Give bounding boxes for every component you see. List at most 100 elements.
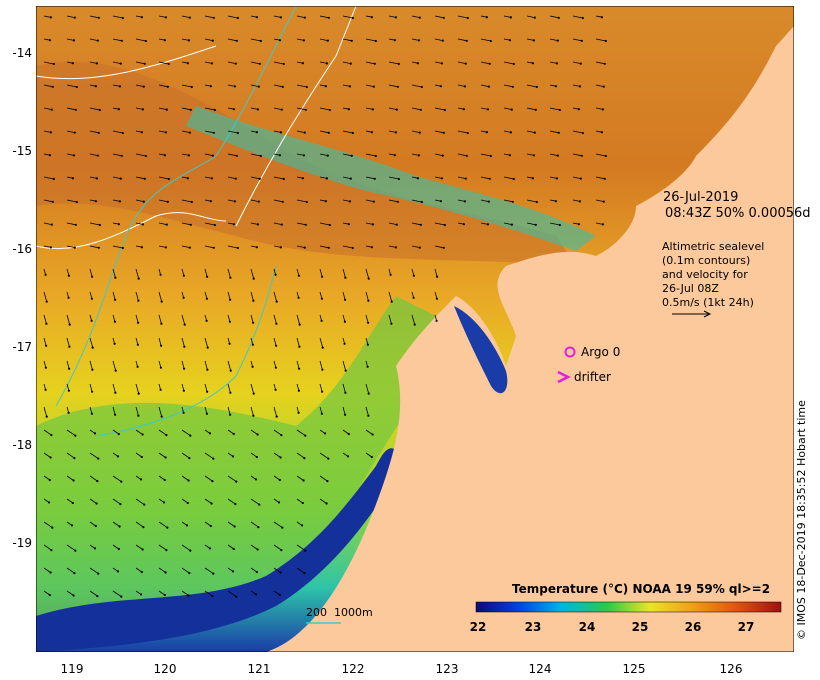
velocity-vector (43, 452, 51, 458)
velocity-vector-head (489, 39, 492, 43)
velocity-vector-head (280, 549, 283, 552)
velocity-vector (296, 222, 306, 226)
velocity-vector (503, 199, 513, 203)
velocity-vector-head (350, 154, 353, 157)
velocity-vector (181, 383, 185, 391)
velocity-vector (250, 429, 258, 435)
velocity-vector-head (577, 108, 581, 111)
velocity-vector (43, 337, 47, 346)
velocity-vector-head (279, 246, 282, 249)
velocity-vector-head (254, 593, 258, 596)
velocity-vector-head (190, 85, 193, 89)
velocity-vector-head (117, 108, 120, 111)
velocity-vector-head (511, 85, 514, 88)
velocity-vector-head (487, 200, 490, 203)
velocity-vector-head (327, 16, 330, 19)
velocity-vector (227, 245, 238, 249)
velocity-vector-head (370, 455, 373, 459)
velocity-vector-head (258, 503, 261, 506)
colorbar-title: Temperature (°C) NOAA 19 59% ql>=2 (512, 582, 771, 596)
velocity-vector-head (91, 275, 94, 278)
velocity-vector-head (366, 365, 369, 368)
velocity-vector-head (44, 366, 47, 369)
velocity-vector-head (91, 390, 94, 393)
velocity-vector-head (189, 434, 192, 437)
velocity-vector (181, 84, 192, 88)
velocity-vector-head (206, 368, 209, 371)
velocity-vector (595, 153, 606, 157)
velocity-vector-head (258, 177, 261, 180)
velocity-vector-head (347, 223, 350, 226)
velocity-vector-head (531, 177, 534, 180)
velocity-vector (572, 84, 580, 87)
velocity-vector-head (206, 346, 209, 349)
velocity-vector (434, 268, 438, 277)
velocity-vector (273, 406, 278, 417)
velocity-vector (43, 107, 52, 110)
velocity-vector-head (73, 16, 76, 19)
velocity-vector-head (183, 345, 186, 348)
velocity-vector (66, 153, 74, 156)
velocity-vector-head (94, 85, 97, 88)
lat-tick: -18 (12, 438, 32, 452)
velocity-vector-head (73, 246, 76, 249)
velocity-vector (526, 153, 534, 156)
velocity-vector-head (419, 223, 422, 226)
velocity-vector-head (297, 389, 300, 392)
velocity-vector (89, 521, 97, 527)
velocity-vector (296, 337, 300, 347)
velocity-vector-head (256, 108, 259, 111)
velocity-vector (112, 199, 120, 202)
velocity-vector (342, 291, 346, 300)
velocity-vector-head (488, 177, 491, 180)
velocity-vector (388, 245, 396, 248)
velocity-vector-head (489, 154, 492, 158)
velocity-vector-head (187, 594, 190, 597)
velocity-vector (158, 406, 163, 417)
velocity-vector (204, 567, 214, 574)
velocity-vector (181, 268, 185, 276)
velocity-vector-head (114, 391, 117, 394)
velocity-vector-head (121, 131, 124, 135)
velocity-vector (549, 130, 559, 134)
velocity-vector-head (45, 415, 48, 418)
velocity-vector (66, 222, 76, 226)
velocity-vector (480, 199, 489, 202)
velocity-vector (549, 176, 557, 179)
velocity-vector (365, 406, 369, 416)
velocity-vector-head (96, 39, 99, 42)
velocity-vector-head (532, 39, 535, 42)
velocity-vector (526, 130, 535, 133)
velocity-vector (89, 498, 97, 504)
velocity-vector (273, 429, 282, 436)
velocity-vector-head (257, 526, 260, 529)
velocity-vector-head (235, 595, 238, 598)
velocity-vector (43, 544, 52, 551)
velocity-vector (388, 130, 396, 133)
lat-tick: -15 (12, 144, 32, 158)
velocity-vector (319, 360, 323, 370)
velocity-vector (273, 590, 281, 596)
velocity-vector (158, 222, 167, 225)
velocity-vector (204, 406, 208, 414)
lon-tick: 126 (719, 662, 743, 676)
velocity-vector (158, 337, 162, 346)
peninsula (454, 306, 508, 394)
velocity-vector-head (212, 131, 215, 134)
velocity-vector-head (579, 62, 582, 65)
velocity-vector (457, 176, 466, 179)
velocity-vector-head (142, 85, 145, 88)
velocity-vector-head (304, 549, 307, 552)
velocity-vector (480, 107, 488, 110)
velocity-vector-head (120, 595, 123, 598)
velocity-vector-head (71, 501, 74, 505)
velocity-vector-head (120, 154, 123, 157)
velocity-vector-head (142, 200, 145, 203)
velocity-vector (181, 360, 185, 369)
argo-label: Argo 0 (581, 345, 621, 359)
velocity-vector-head (282, 177, 285, 181)
velocity-vector (204, 521, 212, 527)
velocity-vector-head (51, 526, 54, 529)
velocity-vector (181, 153, 189, 156)
velocity-vector (135, 222, 143, 225)
